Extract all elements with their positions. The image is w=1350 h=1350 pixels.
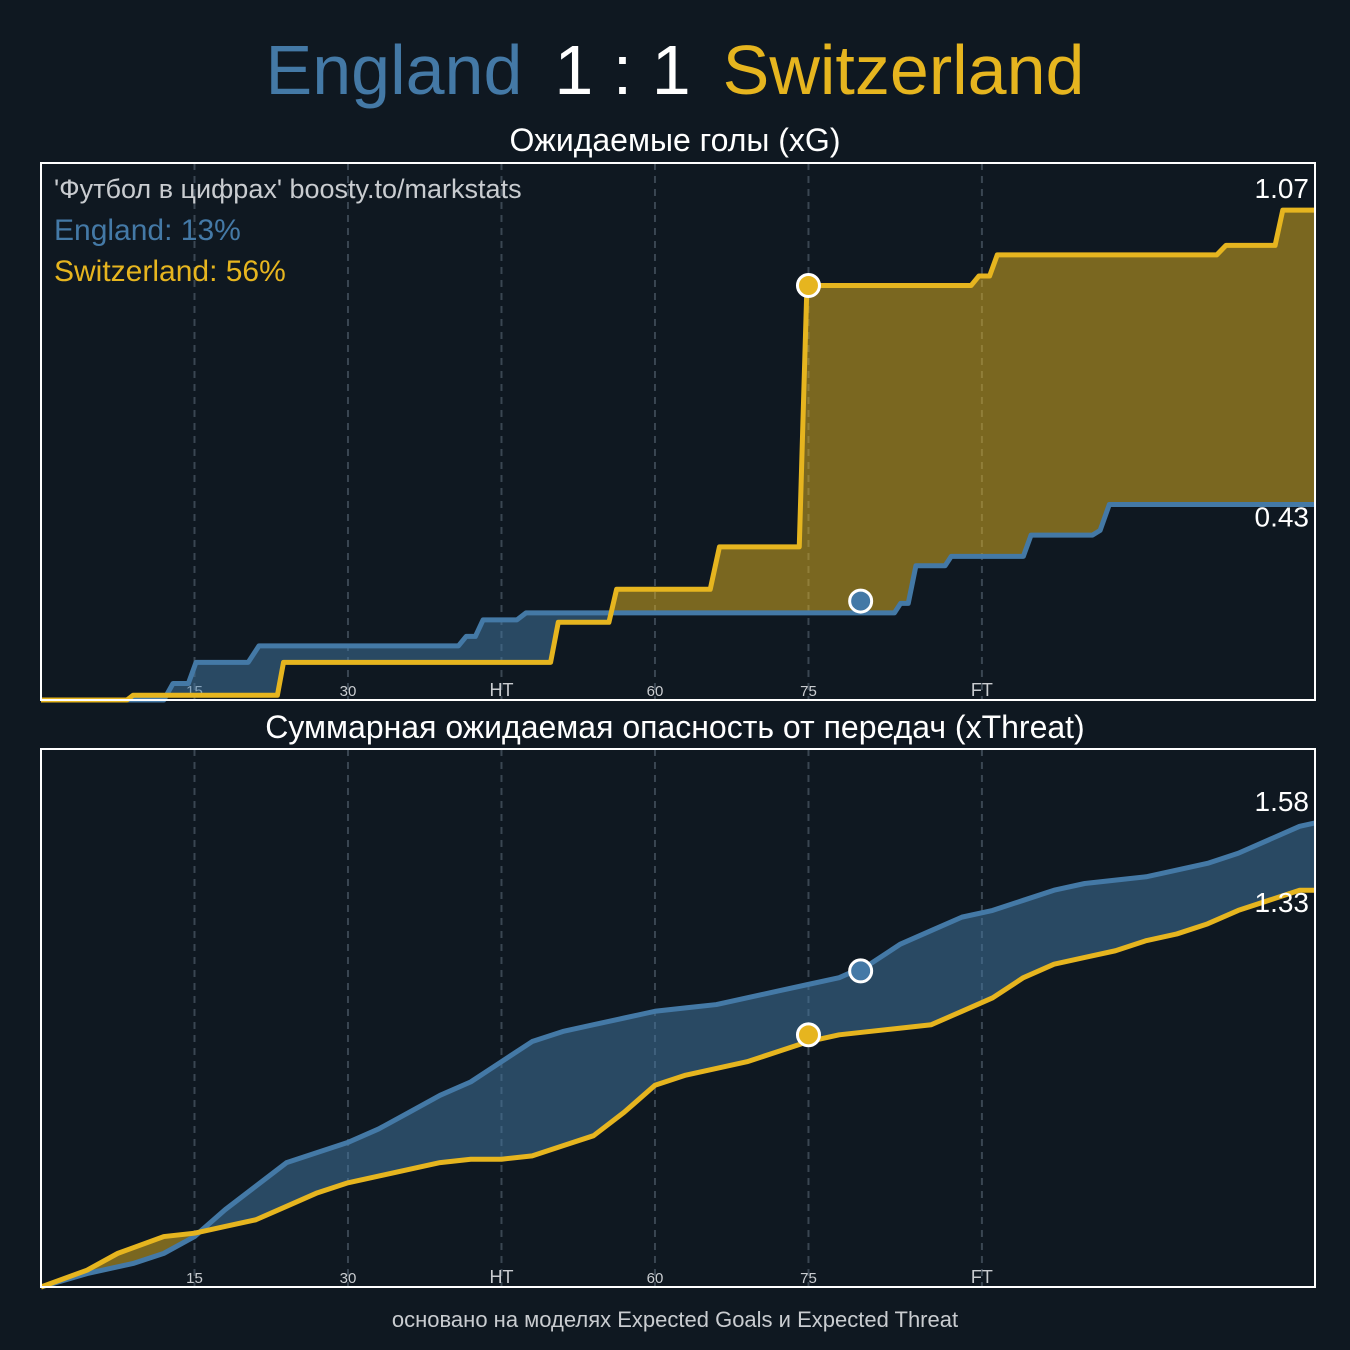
switzerland-final-value: 1.33 — [1255, 887, 1310, 918]
tick-label: 75 — [800, 1270, 817, 1287]
switzerland-line — [41, 207, 1315, 703]
footer-note: основано на моделях Expected Goals и Exp… — [391, 1307, 959, 1332]
xg-panel-title: Ожидаемые голы (xG) — [509, 122, 841, 158]
tick-label: 30 — [340, 1270, 357, 1287]
tick-label: HT — [489, 1267, 513, 1287]
england-final-value: 1.58 — [1255, 786, 1310, 817]
source-credit: 'Футбол в цифрах' boosty.to/markstats — [54, 174, 522, 204]
panel-frame — [40, 748, 1316, 1288]
switzerland-line — [40, 887, 1315, 1290]
switzerland-goal-marker — [795, 1022, 821, 1048]
away-team-name: Switzerland — [722, 31, 1085, 109]
tick-label: 30 — [340, 683, 357, 700]
tick-label: 15 — [186, 1270, 203, 1287]
tick-label: 75 — [800, 683, 817, 700]
tick-label: 60 — [647, 1270, 664, 1287]
away-advantage-area — [41, 210, 1315, 700]
xthreat-panel-title: Суммарная ожидаемая опасность от передач… — [265, 709, 1085, 745]
england-line — [40, 820, 1316, 1290]
home-team-name: England — [265, 31, 523, 109]
england-goal-marker — [848, 588, 874, 614]
switzerland-final-value: 1.07 — [1255, 173, 1310, 204]
england-line — [41, 502, 1315, 703]
panel-frame — [40, 162, 1316, 701]
tick-label: HT — [489, 680, 513, 700]
match-header: England 1 : 1 Switzerland — [0, 28, 1350, 112]
tick-label: FT — [971, 680, 993, 700]
switzerland-win-probability: Switzerland: 56% — [54, 255, 286, 288]
match-score: 1 : 1 — [554, 31, 691, 109]
tick-label: 60 — [647, 683, 664, 700]
tick-label: FT — [971, 1267, 993, 1287]
home-advantage-area — [41, 822, 1315, 1287]
england-win-probability: England: 13% — [54, 214, 241, 247]
england-final-value: 0.43 — [1255, 502, 1310, 533]
switzerland-goal-marker — [795, 272, 821, 298]
england-goal-marker — [848, 958, 874, 984]
